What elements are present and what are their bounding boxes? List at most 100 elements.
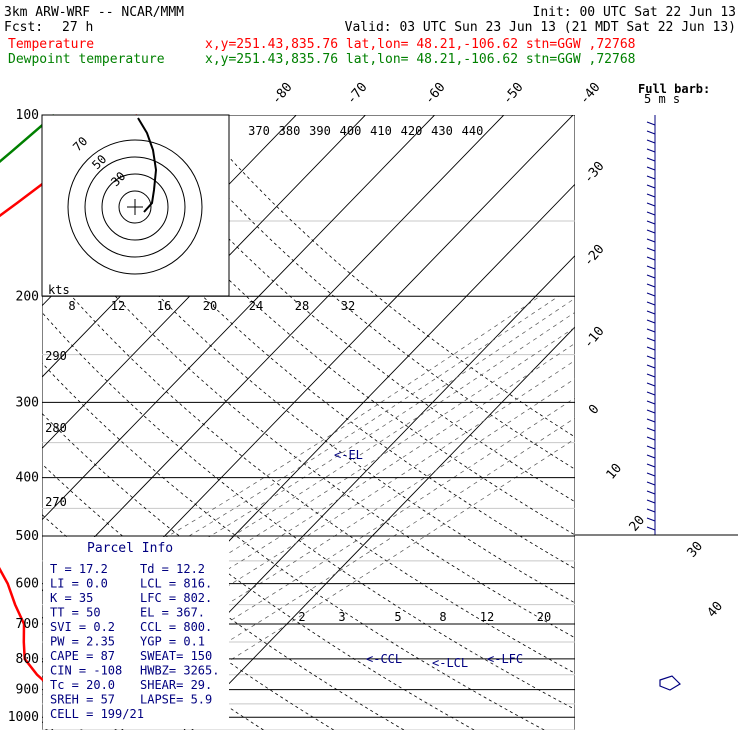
hodograph-speed-label: 16: [157, 299, 171, 313]
parcel-info-left: SVI = 0.2: [50, 620, 115, 634]
barb-legend-title: Full barb:: [638, 82, 710, 96]
isotherm-line: [183, 326, 575, 730]
pressure-tick-label: 300: [16, 395, 39, 410]
mixing-ratio-line: [0, 584, 1, 730]
wind-barb: [646, 409, 656, 414]
wind-barb: [646, 418, 656, 423]
dry-adiabat-line: [42, 311, 575, 710]
wind-barb: [646, 517, 656, 522]
dry-adiabat-line: [42, 260, 575, 674]
hodograph-speed-label: 28: [295, 299, 309, 313]
pressure-tick-label: 1000: [8, 710, 39, 725]
temperature-tick-label: -40: [577, 80, 604, 108]
mixing-ratio-label: 12: [480, 610, 494, 624]
wind-barb: [646, 283, 656, 288]
parcel-info-right: Td = 12.2: [140, 562, 205, 576]
wind-barb: [646, 355, 656, 360]
parcel-info-left: LI = 0.0: [50, 577, 108, 591]
temperature-series-line: [0, 113, 138, 698]
parcel-info-left: K = 35: [50, 591, 93, 605]
parcel-info-right: YGP = 0.1: [140, 635, 205, 649]
wind-barb-cluster: [659, 675, 681, 691]
temperature-tick-label: -60: [422, 80, 449, 108]
wind-barb: [646, 337, 656, 342]
wind-barb: [646, 391, 656, 396]
dry-adiabat-line: [42, 514, 334, 730]
wind-barb: [646, 382, 656, 387]
parcel-info-right: HWBZ= 3265.: [140, 664, 219, 678]
wind-barb: [646, 400, 656, 405]
isotherm-line: [42, 115, 435, 521]
wind-barb: [646, 211, 656, 216]
parcel-info-right: SHEAR= 29.: [140, 678, 212, 692]
theta-label: 410: [370, 124, 392, 138]
dry-adiabat-line: [42, 362, 545, 730]
fcst-label: Fcst:: [4, 20, 43, 35]
level-annotation: <-EL: [334, 448, 363, 462]
parcel-info-right: LFC = 802.: [140, 591, 212, 605]
hodograph-speed-label: 12: [111, 299, 125, 313]
wind-barb: [646, 130, 656, 135]
hodograph-trace: [137, 117, 158, 213]
theta-label: 390: [309, 124, 331, 138]
hodograph-speed-label: 20: [203, 299, 217, 313]
pressure-tick-label: 100: [16, 108, 39, 123]
parcel-info-title: Parcel Info: [87, 541, 173, 556]
theta-label: 280: [45, 421, 67, 435]
pressure-tick-label: 400: [16, 471, 39, 486]
parcel-info-right: EL = 367.: [140, 606, 205, 620]
theta-label: 420: [401, 124, 423, 138]
level-annotation: <-LCL: [432, 656, 468, 670]
wind-barb: [646, 256, 656, 261]
wind-barb: [646, 310, 656, 315]
hodograph-speed-label: 24: [249, 299, 263, 313]
hodograph-unit-label: kts: [48, 283, 70, 297]
parcel-info-left: TT = 50: [50, 606, 101, 620]
wind-barb: [646, 328, 656, 333]
level-annotation: <-LFC: [487, 652, 523, 666]
theta-label: 400: [340, 124, 362, 138]
theta-label: 440: [462, 124, 484, 138]
temperature-tick-label: 0: [586, 402, 603, 418]
wind-barb: [646, 481, 656, 486]
theta-label: 370: [248, 124, 270, 138]
wind-barb: [646, 364, 656, 369]
wind-barb: [646, 175, 656, 180]
theta-label: 290: [45, 349, 67, 363]
wind-barb: [646, 229, 656, 234]
valid-time: Valid: 03 UTC Sun 23 Jun 13 (21 MDT Sat …: [345, 20, 736, 35]
wind-barb: [646, 193, 656, 198]
parcel-info-left: T = 17.2: [50, 562, 108, 576]
pressure-tick-label: 800: [16, 652, 39, 667]
level-annotation: <-CCL: [366, 652, 402, 666]
parcel-info-left: CIN = -108: [50, 664, 122, 678]
hodograph-ring: [67, 139, 203, 275]
dry-adiabat-line: [42, 209, 575, 639]
wind-barb: [646, 436, 656, 441]
hodograph-ring: [84, 156, 186, 258]
mixing-ratio-label: 3: [338, 610, 345, 624]
fcst-value: 27 h: [62, 20, 93, 35]
wind-barb: [646, 202, 656, 207]
parcel-info-right: CCL = 800.: [140, 620, 212, 634]
dry-adiabat-line: [42, 412, 475, 730]
temperature-tick-label: -30: [581, 159, 608, 187]
wind-barb: [646, 292, 656, 297]
theta-label: 270: [45, 495, 67, 509]
wind-barb: [646, 265, 656, 270]
wind-barb: [646, 463, 656, 468]
hodograph-speed-label: 8: [68, 299, 75, 313]
wind-barb: [646, 148, 656, 153]
parcel-info-left: Tc = 20.0: [50, 678, 115, 692]
isotherm-line: [42, 115, 505, 592]
temperature-tick-label: -50: [500, 80, 527, 108]
pressure-tick-label: 200: [16, 289, 39, 304]
mixing-ratio-label: 2: [298, 610, 305, 624]
theta-label: 430: [431, 124, 453, 138]
temperature-tick-label: -80: [269, 80, 296, 108]
wind-barb: [646, 373, 656, 378]
temperature-label: Temperature: [8, 37, 94, 52]
temperature-tick-label: 20: [627, 513, 649, 535]
parcel-info-right: LAPSE= 5.9: [140, 693, 212, 707]
